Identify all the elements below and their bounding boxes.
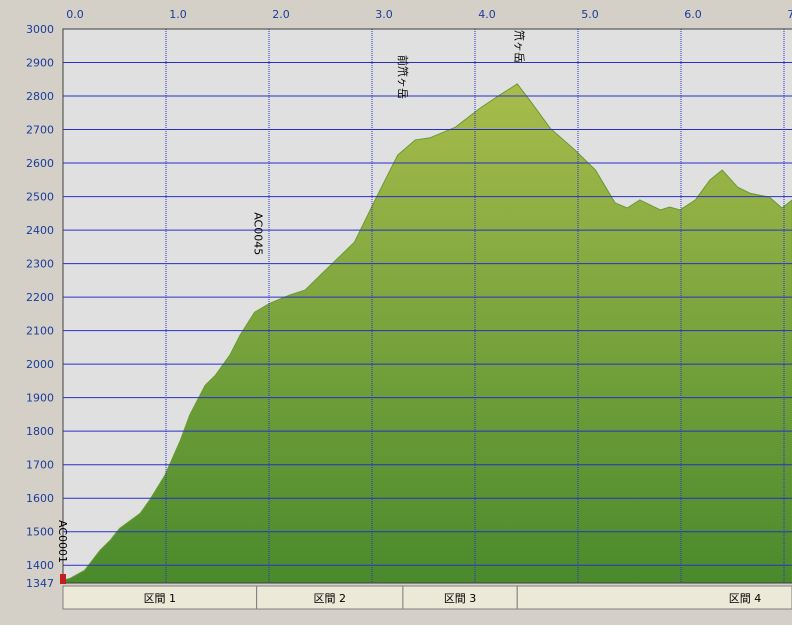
- elevation-area: [63, 83, 792, 583]
- y-tick-label: 1800: [26, 425, 54, 438]
- x-tick-label: 7.0: [787, 8, 792, 21]
- section-label[interactable]: 区間 1: [144, 592, 177, 605]
- x-tick-label: 0.0: [66, 8, 84, 21]
- x-tick-label: 1.0: [169, 8, 187, 21]
- x-tick-label: 6.0: [684, 8, 702, 21]
- annotation: 前笊ヶ岳: [396, 55, 410, 99]
- y-tick-label: 1500: [26, 526, 54, 539]
- section-label[interactable]: 区間 4: [729, 592, 762, 605]
- section-label[interactable]: 区間 2: [314, 592, 347, 605]
- annotation: AC0001: [56, 520, 69, 563]
- y-tick-label: 1347: [26, 577, 54, 590]
- y-tick-label: 1400: [26, 559, 54, 572]
- y-tick-label: 2800: [26, 90, 54, 103]
- y-tick-label: 2600: [26, 157, 54, 170]
- x-tick-label: 3.0: [375, 8, 393, 21]
- y-tick-label: 2900: [26, 57, 54, 70]
- plot-border: [62, 28, 792, 584]
- hiker-icon: [60, 574, 66, 584]
- x-tick-label: 4.0: [478, 8, 496, 21]
- annotation: 笊ヶ岳: [512, 30, 526, 63]
- y-tick-label: 2500: [26, 191, 54, 204]
- y-tick-label: 2700: [26, 124, 54, 137]
- y-tick-label: 2100: [26, 325, 54, 338]
- annotation: AC0045: [252, 212, 265, 255]
- x-tick-label: 2.0: [272, 8, 290, 21]
- y-tick-label: 1600: [26, 492, 54, 505]
- y-tick-label: 3000: [26, 23, 54, 36]
- y-tick-label: 1700: [26, 459, 54, 472]
- x-tick-label: 5.0: [581, 8, 599, 21]
- section-label[interactable]: 区間 3: [444, 592, 477, 605]
- y-tick-label: 2400: [26, 224, 54, 237]
- y-tick-label: 2200: [26, 291, 54, 304]
- y-tick-label: 2000: [26, 358, 54, 371]
- y-tick-label: 1900: [26, 392, 54, 405]
- y-tick-label: 2300: [26, 258, 54, 271]
